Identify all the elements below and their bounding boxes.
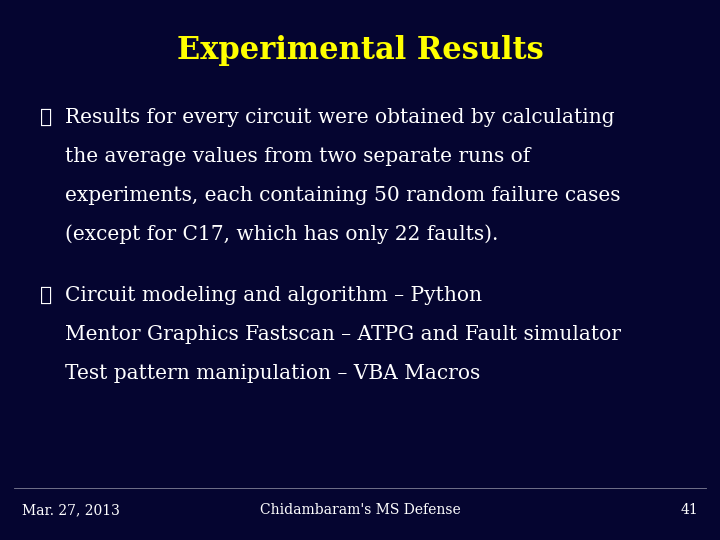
Text: Circuit modeling and algorithm – Python: Circuit modeling and algorithm – Python (65, 286, 482, 305)
Text: the average values from two separate runs of: the average values from two separate run… (65, 147, 530, 166)
Text: Mar. 27, 2013: Mar. 27, 2013 (22, 503, 120, 517)
Text: ❖: ❖ (40, 108, 52, 127)
Text: (except for C17, which has only 22 faults).: (except for C17, which has only 22 fault… (65, 225, 498, 244)
Text: Experimental Results: Experimental Results (176, 35, 544, 66)
Text: 41: 41 (680, 503, 698, 517)
Text: Chidambaram's MS Defense: Chidambaram's MS Defense (260, 503, 460, 517)
Text: experiments, each containing 50 random failure cases: experiments, each containing 50 random f… (65, 186, 621, 205)
Text: ❖: ❖ (40, 286, 52, 305)
Text: Test pattern manipulation – VBA Macros: Test pattern manipulation – VBA Macros (65, 364, 480, 383)
Text: Mentor Graphics Fastscan – ATPG and Fault simulator: Mentor Graphics Fastscan – ATPG and Faul… (65, 325, 621, 344)
Text: Results for every circuit were obtained by calculating: Results for every circuit were obtained … (65, 108, 614, 127)
